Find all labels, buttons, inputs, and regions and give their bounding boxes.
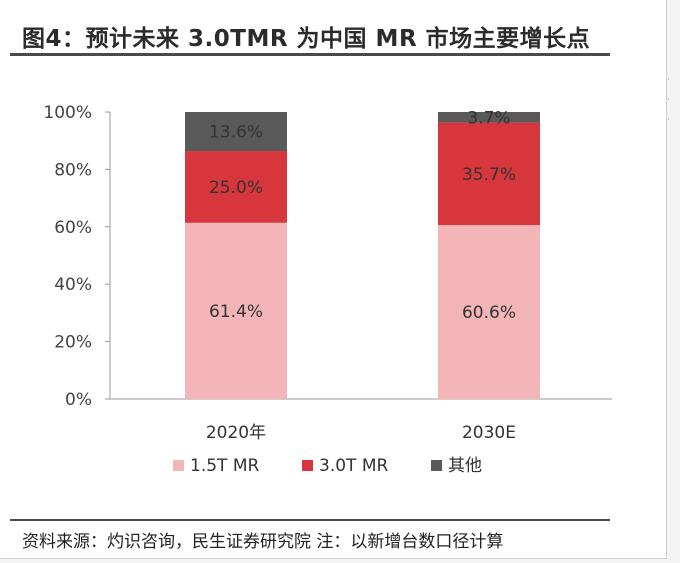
legend-label: 3.0T MR [319,456,388,476]
data-label: 13.6% [209,123,263,143]
data-label: 25.0% [209,178,263,198]
figure-title: 图4：预计未来 3.0TMR 为中国 MR 市场主要增长点 [22,26,591,52]
x-category-label: 2030E [462,423,516,443]
bar-segment [438,225,540,399]
bar-segment [185,112,287,152]
figure-frame: 图4：预计未来 3.0TMR 为中国 MR 市场主要增长点 0% 20% 40% 60… [0,0,667,559]
y-tick-label: 100% [43,103,92,123]
label-layer: 61.4% 25.0% 13.6% 60.6% 35.7% 3.7% [209,108,516,323]
x-category-label: 2020年 [206,423,266,443]
cropped-edge-marks: · · · [667,75,670,125]
legend-swatch [431,460,442,471]
bar-segment [185,151,287,223]
data-label: 3.7% [467,108,510,128]
y-tick-label: 0% [65,390,92,410]
legend-label: 1.5T MR [190,456,259,476]
bar-layer [185,112,540,399]
source-note: 资料来源：灼识咨询，民生证券研究院 注：以新增台数口径计算 [22,532,504,552]
bar-segment [438,122,540,226]
legend-swatch [302,460,313,471]
title-divider [10,53,610,56]
source-divider [10,519,610,521]
stacked-bar-chart: 0% 20% 40% 60% 80% 100% 2020年 2030E 61.4% 25.0% 1… [43,103,612,476]
legend-label: 其他 [448,456,482,476]
axis-layer: 0% 20% 40% 60% 80% 100% 2020年 2030E [43,103,612,443]
data-label: 61.4% [209,302,263,322]
legend-swatch [173,460,184,471]
bar-segment [438,112,540,123]
y-tick-label: 20% [54,333,92,353]
bar-segment [185,222,287,399]
data-label: 60.6% [462,303,516,323]
y-tick-label: 80% [54,160,92,180]
data-label: 35.7% [462,165,516,185]
legend-layer: 1.5T MR 3.0T MR 其他 [173,456,482,476]
y-tick-label: 40% [54,275,92,295]
y-tick-label: 60% [54,218,92,238]
